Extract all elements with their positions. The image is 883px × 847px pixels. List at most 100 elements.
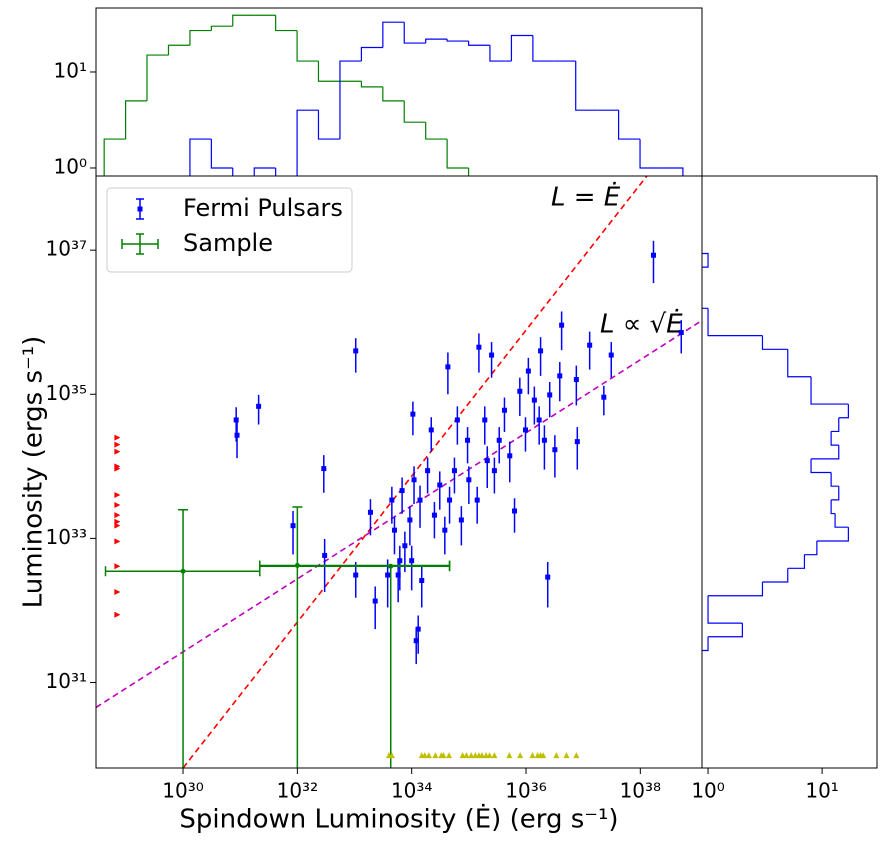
legend-icon [137, 206, 143, 212]
y-tick-label: 10³¹ [46, 669, 87, 693]
x-tick-label: 10³⁴ [391, 779, 432, 803]
point [353, 572, 359, 578]
histogram-step [702, 636, 709, 652]
histogram-step [189, 138, 212, 176]
y-tick-label: 10³³ [46, 525, 87, 549]
upper-limit [114, 502, 121, 509]
point [482, 417, 488, 423]
histogram-step [403, 100, 426, 123]
point [465, 437, 471, 443]
upper-limit [446, 752, 453, 759]
point [233, 417, 239, 423]
upper-limit [463, 752, 470, 759]
upper-limit [491, 752, 498, 759]
upper-limit [114, 491, 121, 498]
point [608, 352, 614, 358]
histogram-step [661, 167, 684, 176]
point [397, 558, 403, 564]
x-tick-label: 10³⁸ [620, 779, 661, 803]
upper-limit [114, 611, 121, 618]
point [389, 497, 395, 503]
histogram-step [787, 554, 806, 569]
plot-area [702, 252, 849, 652]
point [489, 352, 495, 358]
histogram-step [125, 100, 147, 140]
point [650, 252, 656, 258]
y-error-bar [292, 506, 303, 768]
upper-limit [506, 752, 513, 759]
y-tick-label: 10¹ [54, 58, 87, 82]
histogram-step [232, 167, 234, 176]
x-tick-label: 10³⁶ [505, 779, 546, 803]
point [399, 488, 405, 494]
histogram-step [708, 581, 764, 597]
histogram-step [830, 431, 839, 446]
point [491, 468, 497, 474]
upper-limit [563, 752, 570, 759]
upper-limit [432, 752, 439, 759]
upper-limit [440, 752, 447, 759]
upper-limit [114, 512, 121, 519]
point [507, 453, 513, 459]
point [573, 377, 579, 383]
point [458, 517, 464, 523]
point [437, 482, 443, 488]
histogram-step [189, 29, 212, 46]
point [538, 348, 544, 354]
point [447, 497, 453, 503]
point [402, 543, 408, 549]
histogram-step [707, 321, 763, 337]
point [442, 527, 448, 533]
x-tick-label: 10¹ [805, 779, 838, 803]
histogram-step [510, 34, 533, 62]
upper-limit [479, 752, 486, 759]
point [321, 466, 327, 472]
histogram-step [425, 122, 448, 140]
histogram-step [296, 30, 319, 62]
histogram-step [639, 139, 662, 169]
upper-limit [553, 752, 560, 759]
point [678, 329, 684, 335]
histogram-step [275, 15, 298, 32]
histogram-step [317, 61, 340, 82]
point [501, 407, 507, 413]
point [322, 552, 328, 558]
histogram-step [253, 167, 276, 176]
point [545, 574, 551, 580]
histogram-step [761, 335, 788, 350]
point [547, 392, 553, 398]
reference-line [182, 176, 648, 768]
point [395, 572, 401, 578]
histogram-step [702, 307, 709, 309]
point [419, 578, 425, 584]
upper-limit [540, 752, 547, 759]
histogram-step [275, 167, 277, 176]
point [256, 403, 262, 409]
point [417, 497, 423, 503]
histogram-step [232, 14, 255, 27]
point [294, 563, 300, 569]
legend-box [106, 187, 353, 273]
point [409, 558, 415, 564]
point [180, 568, 186, 574]
histogram-step [467, 41, 490, 46]
upper-limit [114, 441, 121, 448]
histogram-step [810, 390, 849, 405]
histogram-step [210, 25, 233, 31]
axes-frame [95, 7, 703, 177]
y-axis-label: Luminosity (ergs s⁻¹) [19, 336, 49, 609]
legend-icon [121, 233, 159, 255]
upper-limit [114, 538, 121, 545]
histogram-step [830, 499, 836, 515]
annotation: L = Ė [551, 181, 621, 213]
point [411, 477, 417, 483]
point [425, 468, 431, 474]
point [484, 458, 490, 464]
upper-limit [573, 752, 580, 759]
x-error-bar [259, 561, 451, 572]
x-tick-label: 10³⁰ [162, 779, 203, 803]
histogram-step [146, 54, 169, 101]
point [407, 517, 413, 523]
upper-limit [114, 589, 121, 596]
